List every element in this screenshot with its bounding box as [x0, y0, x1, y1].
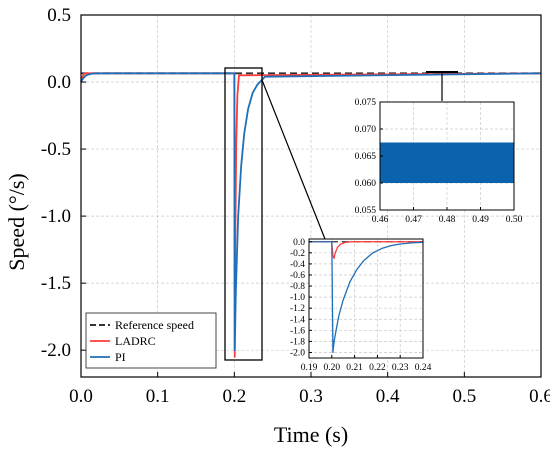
inset-transient-bg — [309, 239, 423, 358]
main-series — [80, 72, 542, 358]
inset-transient-tick-label-y-8: -1.6 — [290, 326, 305, 336]
inset-transient-tick-label-x-3: 0.22 — [369, 363, 386, 373]
inset-transient-tick-label-y-1: -0.2 — [290, 249, 305, 259]
main-tick-label-x-3: 0.3 — [299, 386, 323, 407]
inset-steady-tick-label-x-4: 0.50 — [506, 215, 523, 225]
inset-transient-series — [309, 241, 424, 354]
inset-steady-tick-label-y-2: 0.065 — [355, 152, 377, 162]
inset-transient-tick-label-y-7: -1.4 — [290, 315, 305, 325]
zoom-box-transient — [224, 67, 263, 361]
inset-transient-line-pi — [309, 241, 424, 354]
inset-steady-tick-label-x-2: 0.48 — [439, 215, 456, 225]
inset-transient-tick-label-x-1: 0.20 — [323, 363, 340, 373]
inset-steady-ticks: 0.46 0.47 0.48 0.49 0.50 0.075 0.070 0.065 0.060… — [355, 98, 523, 225]
inset-transient-tick-label-y-10: -2.0 — [290, 348, 305, 358]
inset-steady-tick-label-y-0: 0.075 — [355, 98, 377, 108]
main-tick-label-x-2: 0.2 — [222, 386, 246, 407]
inset-transient-ticks: 0.19 0.20 0.21 0.22 0.23 0.240.0-0.2-0.4-0.6-… — [290, 238, 432, 373]
main-tick-label-y-3: -1.0 — [41, 206, 71, 227]
inset-transient-tick-label-x-2: 0.21 — [346, 363, 363, 373]
main-tick-label-y-1: 0.0 — [47, 72, 71, 93]
inset-transient-tick-label-x-5: 0.24 — [415, 363, 432, 373]
y-axis-title: Speed (°/s) — [4, 173, 29, 270]
inset-steady-band-pi — [380, 142, 514, 183]
x-axis-title: Time (s) — [274, 422, 348, 447]
inset-steady-tick-label-y-4: 0.055 — [355, 206, 377, 216]
inset-transient-tick-label-y-3: -0.6 — [290, 271, 305, 281]
inset-steady-tick-label-y-1: 0.070 — [355, 125, 377, 135]
main-tick-label-x-0: 0.0 — [69, 386, 93, 407]
inset-transient-tick-label-y-5: -1.0 — [290, 293, 305, 303]
inset-transient-tick-label-y-2: -0.4 — [290, 260, 305, 270]
legend-label-pi: PI — [115, 350, 126, 364]
inset-transient-frame — [308, 238, 424, 359]
inset-transient: 0.19 0.20 0.21 0.22 0.23 0.240.0-0.2-0.4-0.6-… — [290, 238, 432, 373]
inset-steady-state: 0.46 0.47 0.48 0.49 0.50 0.075 0.070 0.065 0.060… — [355, 98, 523, 225]
inset-transient-tick-label-y-0: 0.0 — [293, 238, 305, 248]
legend-label-reference: Reference speed — [115, 318, 194, 332]
inset-transient-tick-label-x-4: 0.23 — [392, 363, 409, 373]
inset-steady-series — [380, 142, 514, 183]
inset-steady-tick-label-y-3: 0.060 — [355, 179, 377, 189]
inset-steady-tick-label-x-1: 0.47 — [405, 215, 422, 225]
legend: Reference speed LADRC PI — [85, 312, 217, 369]
inset-transient-tick-label-y-9: -1.8 — [290, 337, 305, 347]
main-tick-label-x-1: 0.1 — [146, 386, 170, 407]
legend-label-ladrc: LADRC — [115, 334, 156, 348]
inset-transient-tick-label-x-0: 0.19 — [301, 363, 318, 373]
inset-steady-tick-label-x-3: 0.49 — [472, 215, 489, 225]
inset-transient-tick-label-y-4: -0.8 — [290, 282, 305, 292]
main-tick-label-x-6: 0.6 — [529, 386, 550, 407]
main-tick-label-y-2: -0.5 — [41, 139, 71, 160]
main-line-pi — [80, 72, 542, 352]
main-tick-label-y-4: -1.5 — [41, 273, 71, 294]
inset-transient-tick-label-y-6: -1.2 — [290, 304, 305, 314]
main-tick-label-x-5: 0.5 — [452, 386, 476, 407]
main-ticks: 0.0 0.1 0.2 0.3 0.4 0.5 0.6 0.5 0.0 -0.5 -1.0 -1.5 -… — [41, 5, 550, 407]
zoom-connector-transient — [261, 79, 326, 240]
inset-steady-tick-label-x-0: 0.46 — [372, 215, 389, 225]
main-tick-label-y-0: 0.5 — [47, 5, 71, 26]
main-tick-label-y-5: -2.0 — [41, 340, 71, 361]
main-tick-label-x-4: 0.4 — [376, 386, 400, 407]
